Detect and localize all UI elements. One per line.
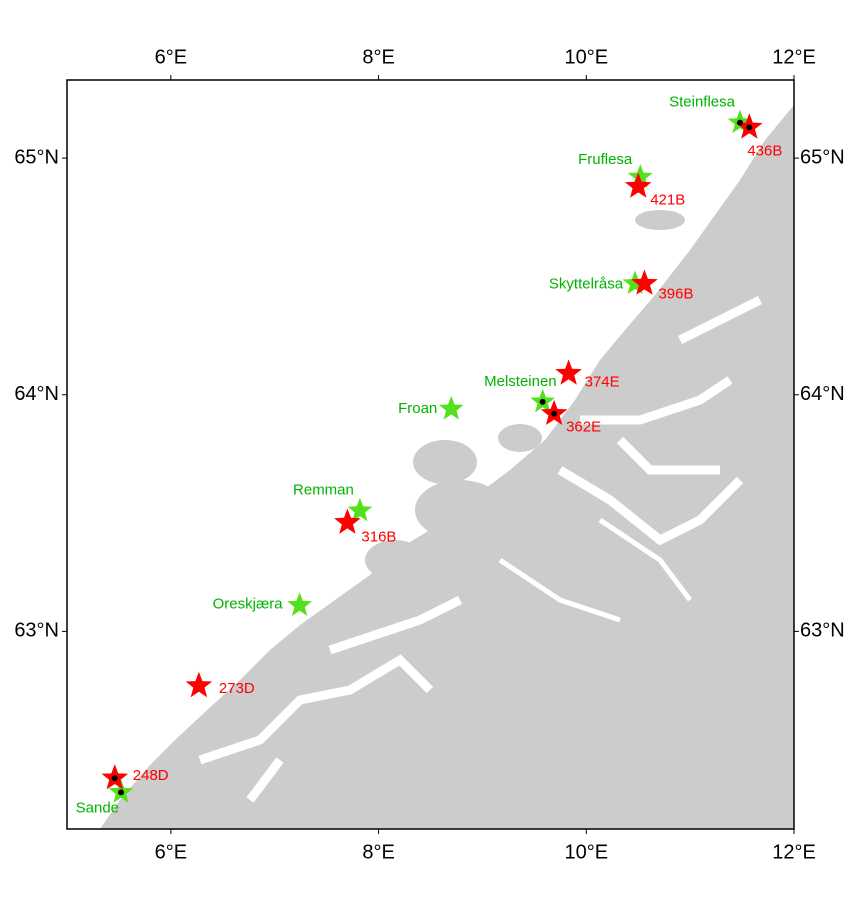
sample-dot [551,410,558,417]
x-tick-label: 12°E [772,841,816,863]
site-label: 248D [133,767,169,784]
y-tick-label: 64°N [14,383,59,405]
x-tick-label: 6°E [155,841,187,863]
land [100,105,794,829]
x-tick-label: 10°E [564,841,608,863]
site-label: Remman [293,482,354,499]
site-label: Sande [76,799,119,816]
site-label: Steinflesa [669,94,736,111]
red-star [624,172,652,198]
x-tick-label: 8°E [362,841,394,863]
site-label: 316B [361,529,396,546]
site-label: 362E [566,419,601,436]
sample-dot [118,789,125,796]
red-star [631,269,658,295]
site-label: 421B [650,191,685,208]
x-tick-label: 8°E [362,46,394,68]
y-tick-label: 65°N [800,146,845,168]
y-tick-label: 63°N [800,620,845,642]
frame [66,79,795,830]
x-tick-label: 10°E [564,46,608,68]
green-star [347,497,373,522]
site-label: 436B [747,142,782,159]
sample-dot [736,119,743,126]
site-label: Fruflesa [578,151,633,168]
green-star [287,592,312,616]
green-star [438,395,464,420]
sample-dot [111,775,118,782]
y-tick-label: 63°N [14,620,59,642]
y-tick-label: 65°N [14,146,59,168]
red-star [185,671,213,698]
site-label: 374E [585,373,620,390]
site-label: Froan [398,400,437,417]
x-tick-label: 12°E [772,46,816,68]
red-star [334,508,361,534]
site-label: 273D [219,680,255,697]
site-label: Oreskjæra [213,595,284,612]
site-label: Melsteinen [484,373,557,390]
green-star [627,164,653,188]
sample-dot [746,124,753,131]
site-label: Skyttelråsa [549,275,624,292]
x-tick-label: 6°E [155,46,187,68]
red-star [555,359,582,385]
site-label: 396B [658,285,693,302]
sample-dot [539,398,546,405]
y-tick-label: 64°N [800,383,845,405]
